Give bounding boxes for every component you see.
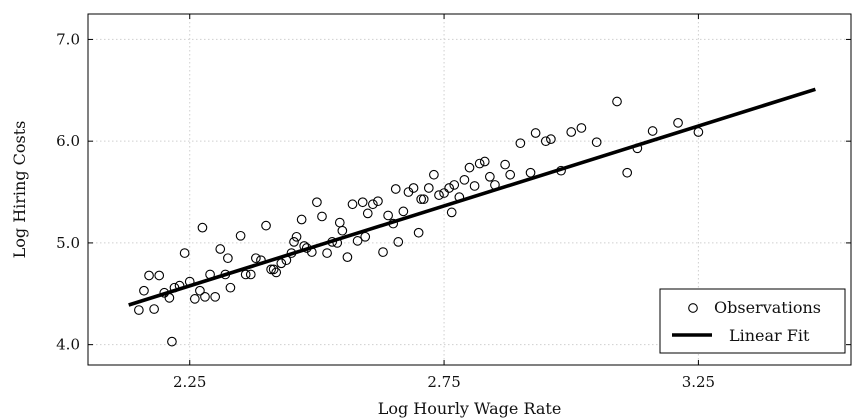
y-axis-label: Log Hiring Costs — [10, 121, 29, 259]
x-axis-label: Log Hourly Wage Rate — [378, 399, 562, 418]
legend: Observations Linear Fit — [660, 289, 845, 353]
y-tick-label: 6.0 — [56, 132, 80, 150]
y-tick-label: 4.0 — [56, 336, 80, 354]
x-tick-label: 2.25 — [173, 373, 206, 391]
x-tick-label: 3.25 — [682, 373, 715, 391]
legend-label-observations: Observations — [714, 298, 821, 317]
legend-label-linear-fit: Linear Fit — [729, 326, 810, 345]
x-tick-label: 2.75 — [427, 373, 460, 391]
y-tick-label: 5.0 — [56, 234, 80, 252]
y-tick-label: 7.0 — [56, 30, 80, 48]
